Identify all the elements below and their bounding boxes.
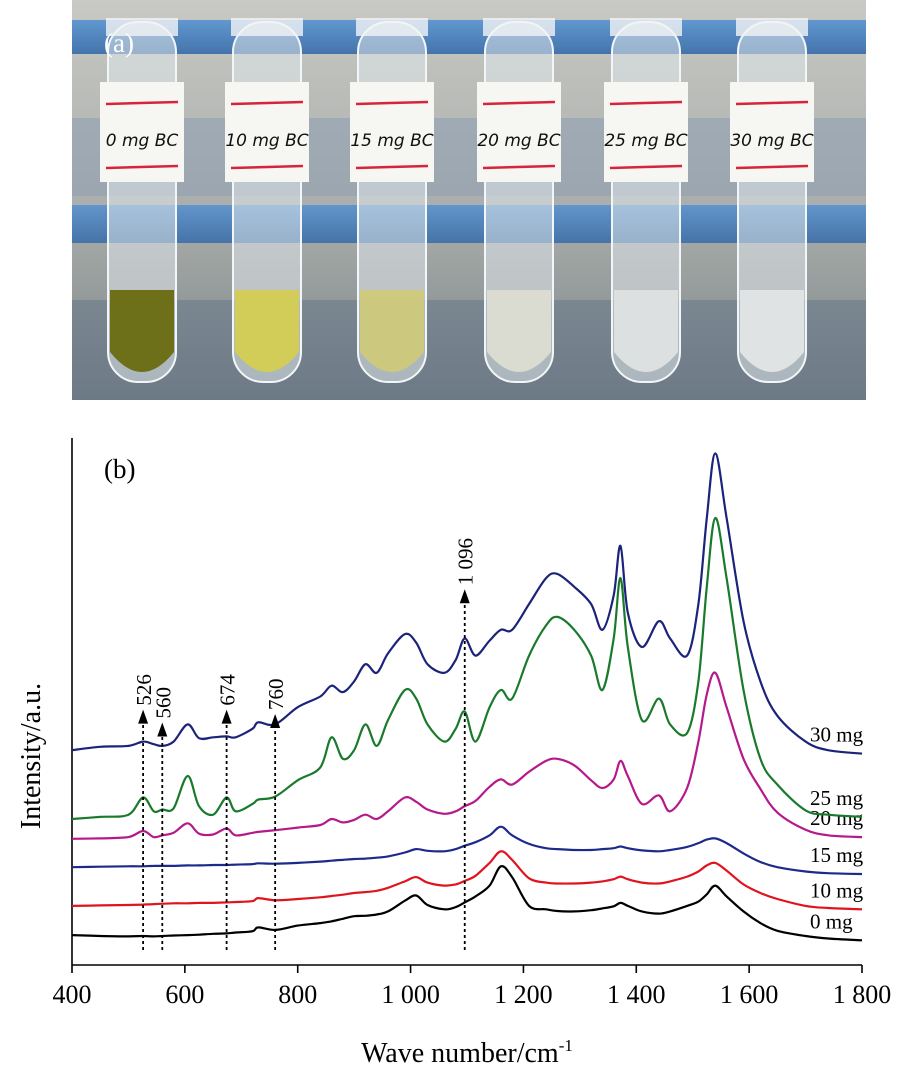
tube-handwritten-label: 20 mg BC bbox=[477, 131, 560, 151]
test-tube: 20 mg BC bbox=[477, 18, 561, 383]
test-tube: 25 mg BC bbox=[604, 18, 688, 383]
x-tick-label: 1 400 bbox=[607, 980, 666, 1009]
x-axis-title: Wave number/cm-1 bbox=[361, 1036, 573, 1069]
series-line-0-mg bbox=[71, 865, 863, 942]
test-tube: 0 mg BC bbox=[100, 18, 184, 383]
x-tick-label: 400 bbox=[53, 980, 92, 1009]
peak-label: 674 bbox=[216, 674, 240, 706]
tube-handwritten-label: 25 mg BC bbox=[604, 131, 687, 151]
x-tick-label: 1 600 bbox=[720, 980, 779, 1009]
tube-liquid bbox=[487, 290, 551, 372]
test-tube: 10 mg BC bbox=[225, 18, 309, 383]
series-line-15-mg bbox=[71, 825, 863, 876]
tube-liquid bbox=[360, 290, 424, 372]
peak-arrowhead bbox=[221, 709, 232, 724]
peak-arrowhead bbox=[157, 722, 168, 737]
tube-liquid bbox=[740, 290, 804, 372]
series-label: 30 mg bbox=[810, 723, 864, 747]
series-label: 15 mg bbox=[810, 843, 864, 867]
chart-axes: 400 600 800 1 000 1 200 1 400 1 600 1 800 bbox=[53, 438, 892, 1009]
peak-label: 1 096 bbox=[454, 538, 478, 585]
series-label: 20 mg bbox=[810, 806, 864, 830]
peak-marker: 760 bbox=[264, 678, 288, 950]
series-line-20-mg bbox=[71, 671, 863, 840]
series-line-10-mg bbox=[71, 850, 863, 911]
photo-panel-label: (a) bbox=[104, 28, 134, 58]
peak-marker: 526 bbox=[132, 674, 156, 950]
peak-label: 760 bbox=[264, 678, 288, 710]
y-axis-title: Intensity/a.u. bbox=[16, 683, 47, 829]
tube-handwritten-label: 0 mg BC bbox=[106, 131, 179, 151]
tube-handwritten-label: 10 mg BC bbox=[225, 131, 308, 151]
x-tick-label: 600 bbox=[165, 980, 204, 1009]
peak-arrowhead bbox=[459, 589, 470, 604]
chart-panel-label: (b) bbox=[104, 454, 135, 484]
tube-liquid bbox=[235, 290, 299, 372]
peak-arrowhead bbox=[270, 713, 281, 728]
spectra-chart: 400 600 800 1 000 1 200 1 400 1 600 1 800 0 mg 1… bbox=[16, 438, 892, 1069]
peak-label: 526 bbox=[132, 674, 156, 706]
test-tube: 15 mg BC bbox=[350, 18, 434, 383]
x-tick-label: 1 800 bbox=[833, 980, 892, 1009]
tube-liquid bbox=[110, 290, 174, 372]
peak-marker: 560 bbox=[151, 687, 175, 950]
tube-handwritten-label: 15 mg BC bbox=[350, 131, 433, 151]
tube-liquid bbox=[614, 290, 678, 372]
test-tube: 30 mg BC bbox=[730, 18, 814, 383]
series-label: 25 mg bbox=[810, 786, 864, 810]
peak-marker: 674 bbox=[216, 674, 240, 950]
test-tube-photo: 0 mg BC 10 mg BC 15 mg BC 20 mg BC 25 mg BC 3… bbox=[72, 0, 866, 400]
tube-handwritten-label: 30 mg BC bbox=[730, 131, 813, 151]
peak-label: 560 bbox=[151, 687, 175, 719]
series-label: 10 mg bbox=[810, 878, 864, 902]
x-tick-label: 1 200 bbox=[494, 980, 553, 1009]
x-tick-label: 800 bbox=[278, 980, 317, 1009]
x-tick-label: 1 000 bbox=[381, 980, 440, 1009]
x-axis-title-sup: -1 bbox=[559, 1036, 573, 1055]
peak-arrowhead bbox=[138, 709, 149, 724]
series-line-25-mg bbox=[71, 516, 863, 821]
peak-marker: 1 096 bbox=[454, 538, 478, 950]
series-line-30-mg bbox=[71, 452, 863, 755]
series-label: 0 mg bbox=[810, 909, 853, 933]
x-axis-title-main: Wave number/cm bbox=[361, 1038, 559, 1069]
